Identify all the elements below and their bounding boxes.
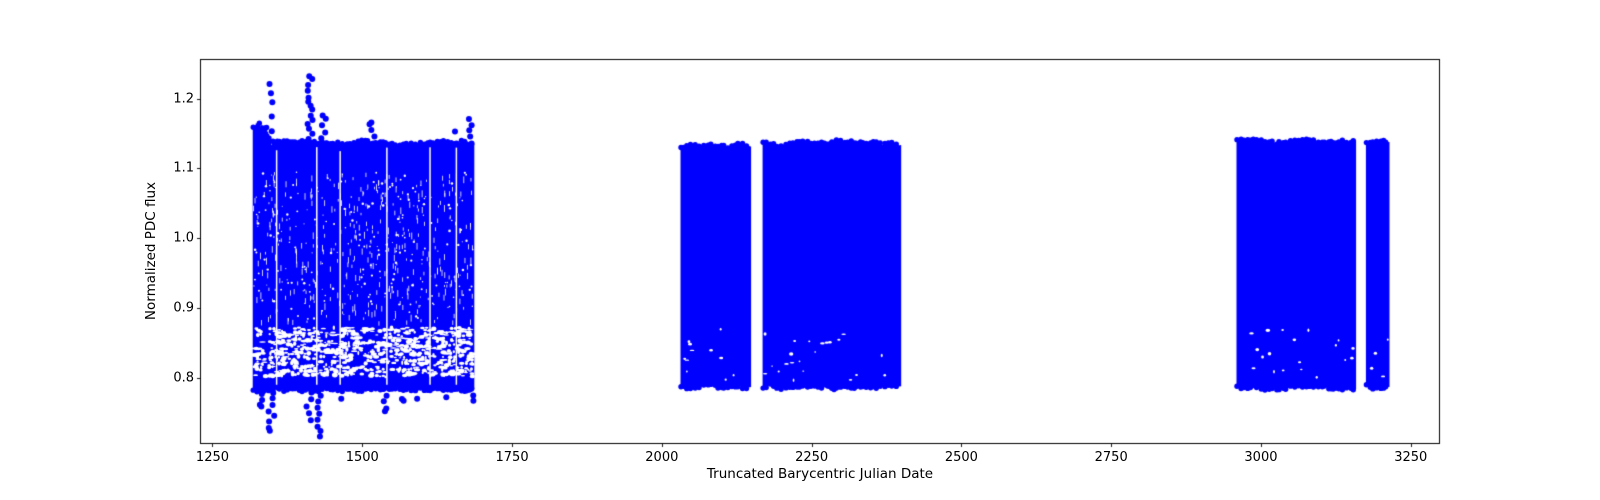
x-tick-label: 3250 [1394, 450, 1428, 465]
x-axis-label: Truncated Barycentric Julian Date [706, 466, 934, 482]
y-tick-label: 1.0 [173, 230, 194, 246]
x-tick-label: 1500 [345, 450, 379, 465]
x-tick-label: 3000 [1244, 450, 1278, 465]
y-axis-label: Normalized PDC flux [143, 181, 159, 321]
y-tick-label: 1.2 [173, 91, 194, 107]
y-tick-label: 0.9 [173, 300, 194, 316]
x-tick-label: 2500 [944, 450, 978, 465]
x-tick-label: 2750 [1094, 450, 1128, 465]
y-tick-label: 0.8 [173, 370, 194, 386]
y-tick-label: 1.1 [173, 160, 194, 176]
x-tick-label: 1750 [495, 450, 529, 465]
x-tick-label: 1250 [195, 450, 230, 465]
x-tick-label: 2000 [645, 450, 679, 465]
x-tick-label: 2250 [795, 450, 829, 465]
